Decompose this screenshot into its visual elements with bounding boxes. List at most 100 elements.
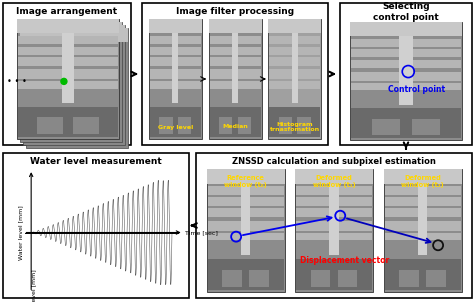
FancyBboxPatch shape — [298, 117, 311, 134]
Circle shape — [61, 79, 67, 84]
Text: Water level measurement: Water level measurement — [30, 158, 162, 166]
FancyBboxPatch shape — [279, 117, 292, 134]
FancyBboxPatch shape — [142, 3, 328, 145]
Text: Histogram
trnasfomation: Histogram trnasfomation — [270, 122, 320, 132]
FancyBboxPatch shape — [351, 108, 461, 138]
FancyBboxPatch shape — [196, 153, 472, 298]
FancyBboxPatch shape — [149, 19, 202, 34]
FancyBboxPatch shape — [150, 47, 201, 55]
FancyBboxPatch shape — [18, 69, 118, 79]
FancyBboxPatch shape — [150, 57, 201, 66]
FancyBboxPatch shape — [412, 119, 440, 135]
FancyBboxPatch shape — [209, 57, 260, 66]
Text: Median: Median — [222, 124, 248, 130]
FancyBboxPatch shape — [219, 117, 232, 134]
FancyBboxPatch shape — [38, 117, 63, 134]
FancyBboxPatch shape — [208, 19, 261, 139]
FancyBboxPatch shape — [26, 28, 128, 148]
FancyBboxPatch shape — [249, 270, 269, 287]
FancyBboxPatch shape — [269, 82, 320, 88]
FancyBboxPatch shape — [372, 119, 400, 135]
Y-axis label: Water level [mm]: Water level [mm] — [19, 205, 24, 260]
FancyBboxPatch shape — [178, 117, 191, 134]
FancyBboxPatch shape — [159, 117, 173, 134]
FancyBboxPatch shape — [268, 19, 321, 34]
FancyBboxPatch shape — [207, 169, 285, 184]
FancyBboxPatch shape — [150, 69, 201, 79]
FancyBboxPatch shape — [208, 259, 284, 290]
Text: Control point: Control point — [387, 85, 445, 94]
FancyBboxPatch shape — [150, 107, 201, 137]
FancyBboxPatch shape — [209, 47, 260, 55]
FancyBboxPatch shape — [232, 34, 238, 103]
FancyBboxPatch shape — [426, 270, 446, 287]
FancyBboxPatch shape — [295, 169, 373, 292]
FancyBboxPatch shape — [385, 186, 460, 195]
FancyBboxPatch shape — [17, 19, 119, 139]
FancyBboxPatch shape — [23, 25, 125, 145]
FancyBboxPatch shape — [208, 233, 284, 240]
FancyBboxPatch shape — [18, 82, 118, 88]
FancyBboxPatch shape — [149, 19, 202, 139]
FancyBboxPatch shape — [241, 184, 250, 255]
FancyBboxPatch shape — [269, 107, 320, 137]
FancyBboxPatch shape — [295, 169, 373, 184]
FancyBboxPatch shape — [311, 270, 330, 287]
FancyBboxPatch shape — [73, 117, 99, 134]
FancyBboxPatch shape — [385, 259, 460, 290]
FancyBboxPatch shape — [351, 49, 461, 57]
FancyBboxPatch shape — [351, 72, 461, 81]
FancyBboxPatch shape — [18, 57, 118, 66]
FancyBboxPatch shape — [296, 197, 372, 206]
FancyBboxPatch shape — [399, 36, 413, 104]
FancyBboxPatch shape — [292, 34, 298, 103]
FancyBboxPatch shape — [399, 270, 418, 287]
FancyBboxPatch shape — [350, 22, 462, 140]
FancyBboxPatch shape — [351, 39, 461, 47]
FancyBboxPatch shape — [17, 19, 119, 34]
FancyBboxPatch shape — [338, 270, 357, 287]
FancyBboxPatch shape — [418, 184, 427, 255]
FancyBboxPatch shape — [269, 69, 320, 79]
FancyBboxPatch shape — [208, 208, 284, 217]
FancyBboxPatch shape — [384, 169, 462, 292]
FancyBboxPatch shape — [18, 36, 118, 44]
Text: Deformed
window (t₂): Deformed window (t₂) — [401, 175, 444, 188]
FancyBboxPatch shape — [238, 117, 251, 134]
FancyBboxPatch shape — [20, 22, 122, 142]
FancyBboxPatch shape — [208, 19, 261, 34]
FancyBboxPatch shape — [296, 259, 372, 290]
FancyBboxPatch shape — [385, 208, 460, 217]
FancyBboxPatch shape — [209, 69, 260, 79]
FancyBboxPatch shape — [3, 153, 189, 298]
FancyBboxPatch shape — [18, 107, 118, 137]
FancyBboxPatch shape — [20, 22, 122, 37]
FancyBboxPatch shape — [385, 233, 460, 240]
FancyBboxPatch shape — [329, 184, 339, 255]
FancyBboxPatch shape — [269, 36, 320, 44]
FancyBboxPatch shape — [172, 34, 178, 103]
Text: Image filter processing: Image filter processing — [176, 8, 294, 17]
FancyBboxPatch shape — [150, 82, 201, 88]
FancyBboxPatch shape — [296, 221, 372, 230]
FancyBboxPatch shape — [296, 186, 372, 195]
FancyBboxPatch shape — [222, 270, 242, 287]
FancyBboxPatch shape — [209, 82, 260, 88]
FancyBboxPatch shape — [62, 34, 74, 103]
FancyBboxPatch shape — [296, 208, 372, 217]
Text: Selecting
control point: Selecting control point — [373, 2, 439, 22]
Text: Image arrangement: Image arrangement — [17, 8, 118, 17]
FancyBboxPatch shape — [385, 221, 460, 230]
FancyBboxPatch shape — [384, 169, 462, 184]
Text: Deformed
window (t₁): Deformed window (t₁) — [313, 175, 356, 188]
Text: Reference
window (t₀): Reference window (t₀) — [224, 175, 267, 188]
FancyBboxPatch shape — [208, 186, 284, 195]
FancyBboxPatch shape — [385, 197, 460, 206]
FancyBboxPatch shape — [18, 47, 118, 55]
FancyBboxPatch shape — [209, 36, 260, 44]
FancyBboxPatch shape — [351, 83, 461, 90]
FancyBboxPatch shape — [150, 36, 201, 44]
Text: • • •: • • • — [7, 77, 27, 85]
FancyBboxPatch shape — [269, 57, 320, 66]
FancyBboxPatch shape — [296, 233, 372, 240]
